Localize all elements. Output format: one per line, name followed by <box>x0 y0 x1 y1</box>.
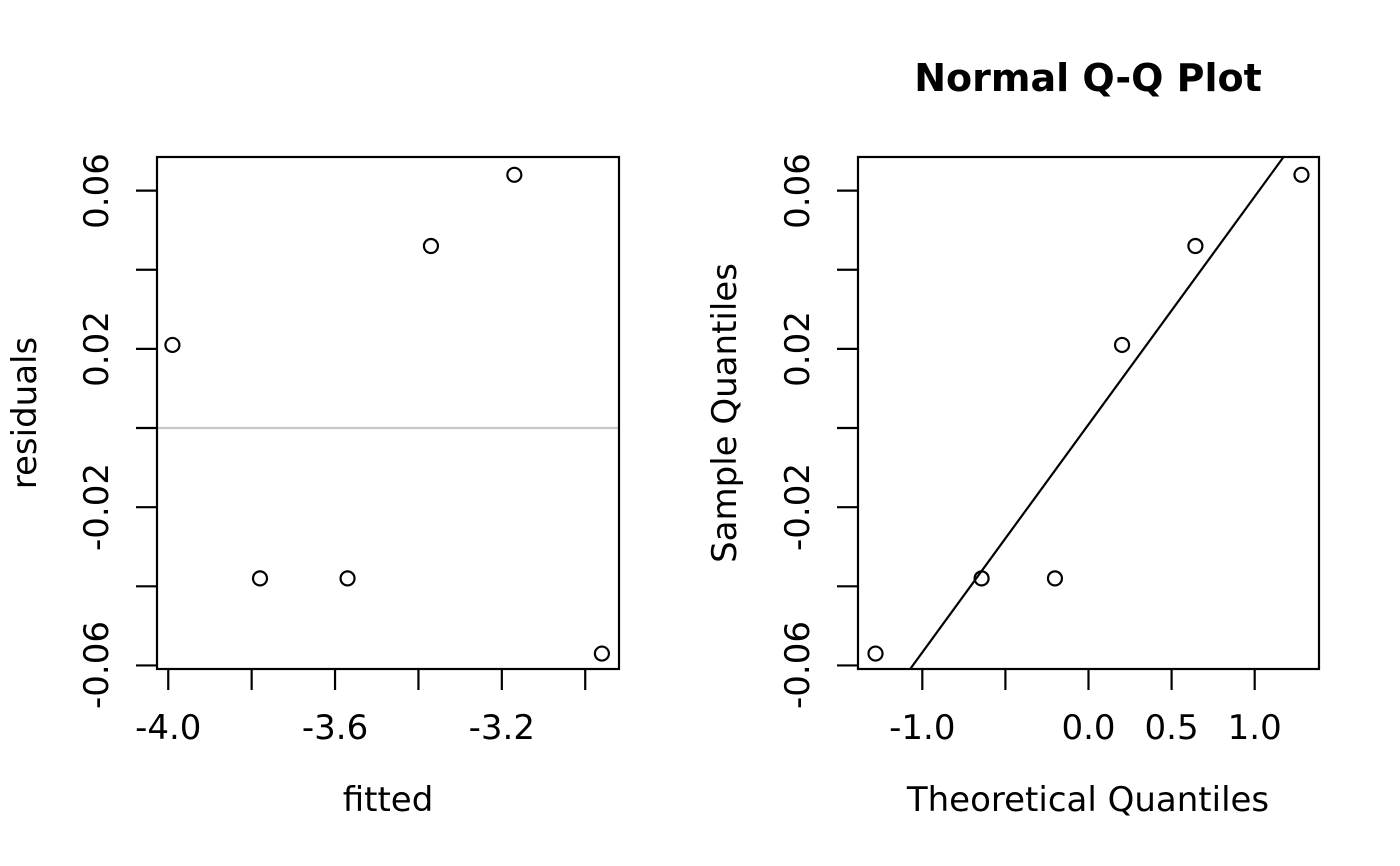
data-point <box>251 570 269 587</box>
data-point <box>506 166 523 183</box>
x-tick-label: 0.0 <box>1061 708 1116 748</box>
data-point <box>1113 336 1131 354</box>
y-tick-label: 0.02 <box>778 311 818 387</box>
y-tick-label: -0.02 <box>77 463 117 552</box>
y-tick-label: 0.06 <box>77 152 117 229</box>
y-tick-label: -0.06 <box>77 621 117 710</box>
data-point <box>1046 570 1064 587</box>
data-point <box>339 570 356 587</box>
data-point <box>1187 237 1204 255</box>
x-tick-label: -1.0 <box>889 708 956 748</box>
residuals-y-axis-title: residuals <box>5 336 45 490</box>
theoretical-quantiles-x-axis-title: Theoretical Quantiles <box>906 780 1270 820</box>
x-tick-label: -3.6 <box>301 708 369 748</box>
y-tick-label: 0.06 <box>778 152 818 229</box>
plot-box <box>856 155 1321 671</box>
qq-plot-title: Normal Q-Q Plot <box>914 56 1262 100</box>
x-tick-label: -4.0 <box>135 708 202 748</box>
data-point <box>422 237 440 255</box>
y-tick-label: -0.06 <box>778 621 818 710</box>
x-tick-label: 0.5 <box>1144 708 1199 748</box>
y-tick-label: 0.02 <box>77 311 117 387</box>
data-point <box>867 645 884 662</box>
qq-reference-line <box>909 156 1285 670</box>
fitted-x-axis-title: fitted <box>342 780 434 820</box>
data-point <box>164 336 181 354</box>
y-tick-label: -0.02 <box>778 463 818 552</box>
data-point <box>973 570 990 587</box>
data-point <box>593 645 611 662</box>
data-point <box>1293 166 1310 183</box>
x-tick-label: -3.2 <box>468 708 535 748</box>
x-tick-label: 1.0 <box>1227 708 1282 748</box>
plot-box <box>155 155 621 671</box>
sample-quantiles-y-axis-title: Sample Quantiles <box>705 263 745 563</box>
